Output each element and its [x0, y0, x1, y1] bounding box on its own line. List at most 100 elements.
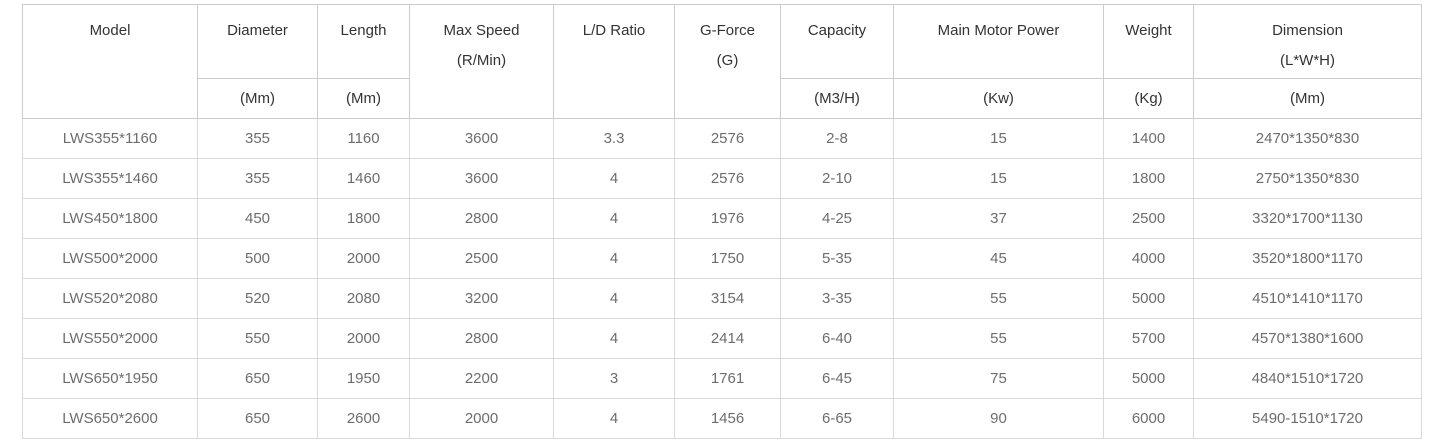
cell-dimension: 4840*1510*1720 [1193, 358, 1422, 399]
col-header-g-force-unit: (G) [716, 52, 739, 69]
cell-capacity: 2-8 [780, 118, 894, 159]
cell-g-force: 1976 [674, 198, 781, 239]
cell-main-motor-power: 45 [893, 238, 1104, 279]
col-header-g-force-label: G-Force [699, 22, 755, 39]
cell-capacity: 4-25 [780, 198, 894, 239]
cell-max-speed: 3600 [409, 158, 554, 199]
cell-model: LWS650*1950 [22, 358, 198, 399]
cell-length: 1160 [317, 118, 410, 159]
cell-capacity: 5-35 [780, 238, 894, 279]
cell-dimension: 3320*1700*1130 [1193, 198, 1422, 239]
unit-capacity: (M3/H) [780, 78, 894, 119]
cell-capacity: 6-45 [780, 358, 894, 399]
cell-ld-ratio: 4 [553, 398, 675, 439]
col-header-g-force: G-Force (G) [674, 4, 781, 119]
cell-capacity: 3-35 [780, 278, 894, 319]
cell-diameter: 355 [197, 158, 318, 199]
col-header-max-speed-unit: (R/Min) [456, 52, 507, 69]
cell-main-motor-power: 15 [893, 118, 1104, 159]
col-header-dimension-label: Dimension [1272, 22, 1343, 39]
cell-model: LWS450*1800 [22, 198, 198, 239]
cell-model: LWS550*2000 [22, 318, 198, 359]
cell-ld-ratio: 3.3 [553, 118, 675, 159]
cell-diameter: 450 [197, 198, 318, 239]
cell-length: 1460 [317, 158, 410, 199]
cell-max-speed: 2000 [409, 398, 554, 439]
cell-g-force: 2414 [674, 318, 781, 359]
cell-g-force: 2576 [674, 118, 781, 159]
cell-dimension: 2750*1350*830 [1193, 158, 1422, 199]
cell-ld-ratio: 4 [553, 198, 675, 239]
cell-g-force: 1761 [674, 358, 781, 399]
cell-max-speed: 3200 [409, 278, 554, 319]
cell-model: LWS650*2600 [22, 398, 198, 439]
cell-model: LWS355*1160 [22, 118, 198, 159]
cell-max-speed: 2800 [409, 318, 554, 359]
cell-length: 2000 [317, 318, 410, 359]
unit-diameter: (Mm) [197, 78, 318, 119]
cell-model: LWS500*2000 [22, 238, 198, 279]
spec-table: Model Diameter Length Max Speed (R/Min) … [22, 4, 1422, 439]
cell-length: 2600 [317, 398, 410, 439]
col-header-diameter: Diameter [197, 4, 318, 79]
cell-main-motor-power: 15 [893, 158, 1104, 199]
cell-weight: 6000 [1103, 398, 1194, 439]
cell-main-motor-power: 75 [893, 358, 1104, 399]
cell-ld-ratio: 3 [553, 358, 675, 399]
cell-length: 2080 [317, 278, 410, 319]
col-header-capacity: Capacity [780, 4, 894, 79]
col-header-max-speed-label: Max Speed [443, 22, 520, 39]
table-row: LWS650*2600 650 2600 2000 4 1456 6-65 90… [22, 398, 1422, 439]
unit-dimension: (Mm) [1193, 78, 1422, 119]
cell-length: 1800 [317, 198, 410, 239]
cell-model: LWS520*2080 [22, 278, 198, 319]
col-header-main-motor-power: Main Motor Power [893, 4, 1104, 79]
cell-ld-ratio: 4 [553, 238, 675, 279]
cell-diameter: 650 [197, 358, 318, 399]
unit-length: (Mm) [317, 78, 410, 119]
cell-model: LWS355*1460 [22, 158, 198, 199]
cell-max-speed: 3600 [409, 118, 554, 159]
cell-weight: 5700 [1103, 318, 1194, 359]
cell-ld-ratio: 4 [553, 278, 675, 319]
cell-weight: 5000 [1103, 278, 1194, 319]
cell-dimension: 5490-1510*1720 [1193, 398, 1422, 439]
cell-main-motor-power: 55 [893, 278, 1104, 319]
header-row-units: (Mm) (Mm) (M3/H) (Kw) (Kg) (Mm) [23, 78, 1422, 119]
col-header-max-speed: Max Speed (R/Min) [409, 4, 554, 119]
cell-max-speed: 2500 [409, 238, 554, 279]
cell-weight: 1400 [1103, 118, 1194, 159]
cell-weight: 2500 [1103, 198, 1194, 239]
table-row: LWS550*2000 550 2000 2800 4 2414 6-40 55… [22, 318, 1422, 359]
cell-weight: 1800 [1103, 158, 1194, 199]
cell-dimension: 4510*1410*1170 [1193, 278, 1422, 319]
col-header-dimension: Dimension (L*W*H) [1193, 4, 1422, 79]
col-header-ld-ratio: L/D Ratio [553, 4, 675, 119]
cell-weight: 5000 [1103, 358, 1194, 399]
cell-g-force: 1456 [674, 398, 781, 439]
cell-ld-ratio: 4 [553, 158, 675, 199]
cell-dimension: 2470*1350*830 [1193, 118, 1422, 159]
cell-diameter: 520 [197, 278, 318, 319]
cell-main-motor-power: 90 [893, 398, 1104, 439]
col-header-dimension-sub: (L*W*H) [1280, 52, 1335, 69]
col-header-length: Length [317, 4, 410, 79]
cell-capacity: 2-10 [780, 158, 894, 199]
table-row: LWS520*2080 520 2080 3200 4 3154 3-35 55… [22, 278, 1422, 319]
cell-weight: 4000 [1103, 238, 1194, 279]
cell-diameter: 550 [197, 318, 318, 359]
cell-diameter: 500 [197, 238, 318, 279]
cell-max-speed: 2800 [409, 198, 554, 239]
cell-length: 1950 [317, 358, 410, 399]
cell-g-force: 3154 [674, 278, 781, 319]
cell-main-motor-power: 55 [893, 318, 1104, 359]
cell-length: 2000 [317, 238, 410, 279]
cell-diameter: 355 [197, 118, 318, 159]
cell-max-speed: 2200 [409, 358, 554, 399]
header-row-main: Model Diameter Length Max Speed (R/Min) … [22, 4, 1422, 119]
col-header-model: Model [22, 4, 198, 119]
table-row: LWS500*2000 500 2000 2500 4 1750 5-35 45… [22, 238, 1422, 279]
unit-weight: (Kg) [1103, 78, 1194, 119]
table-row: LWS355*1160 355 1160 3600 3.3 2576 2-8 1… [22, 118, 1422, 159]
